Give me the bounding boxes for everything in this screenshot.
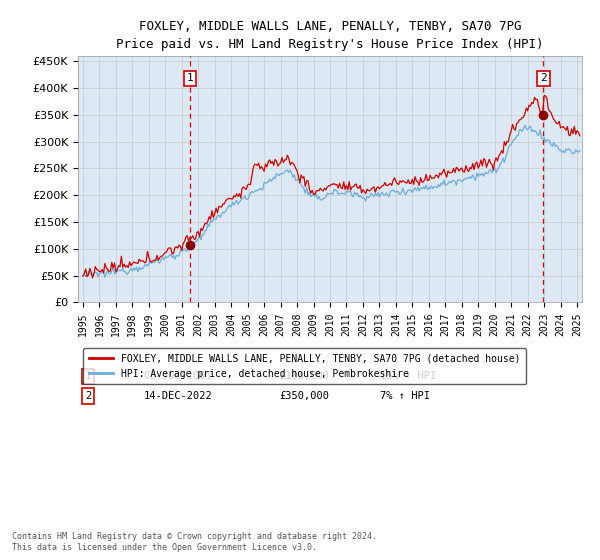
Text: 2: 2: [540, 73, 547, 83]
Text: £108,000: £108,000: [280, 371, 329, 381]
Text: Contains HM Land Registry data © Crown copyright and database right 2024.
This d: Contains HM Land Registry data © Crown c…: [12, 532, 377, 552]
Text: 2: 2: [85, 391, 91, 401]
Text: 7% ↑ HPI: 7% ↑ HPI: [380, 391, 430, 401]
Title: FOXLEY, MIDDLE WALLS LANE, PENALLY, TENBY, SA70 7PG
Price paid vs. HM Land Regis: FOXLEY, MIDDLE WALLS LANE, PENALLY, TENB…: [116, 20, 544, 50]
Text: 15% ↑ HPI: 15% ↑ HPI: [380, 371, 437, 381]
Text: 1: 1: [85, 371, 91, 381]
Text: 14-DEC-2022: 14-DEC-2022: [143, 391, 212, 401]
Text: £350,000: £350,000: [280, 391, 329, 401]
Text: 03-JUL-2001: 03-JUL-2001: [143, 371, 212, 381]
Legend: FOXLEY, MIDDLE WALLS LANE, PENALLY, TENBY, SA70 7PG (detached house), HPI: Avera: FOXLEY, MIDDLE WALLS LANE, PENALLY, TENB…: [83, 348, 526, 385]
Text: 1: 1: [187, 73, 193, 83]
